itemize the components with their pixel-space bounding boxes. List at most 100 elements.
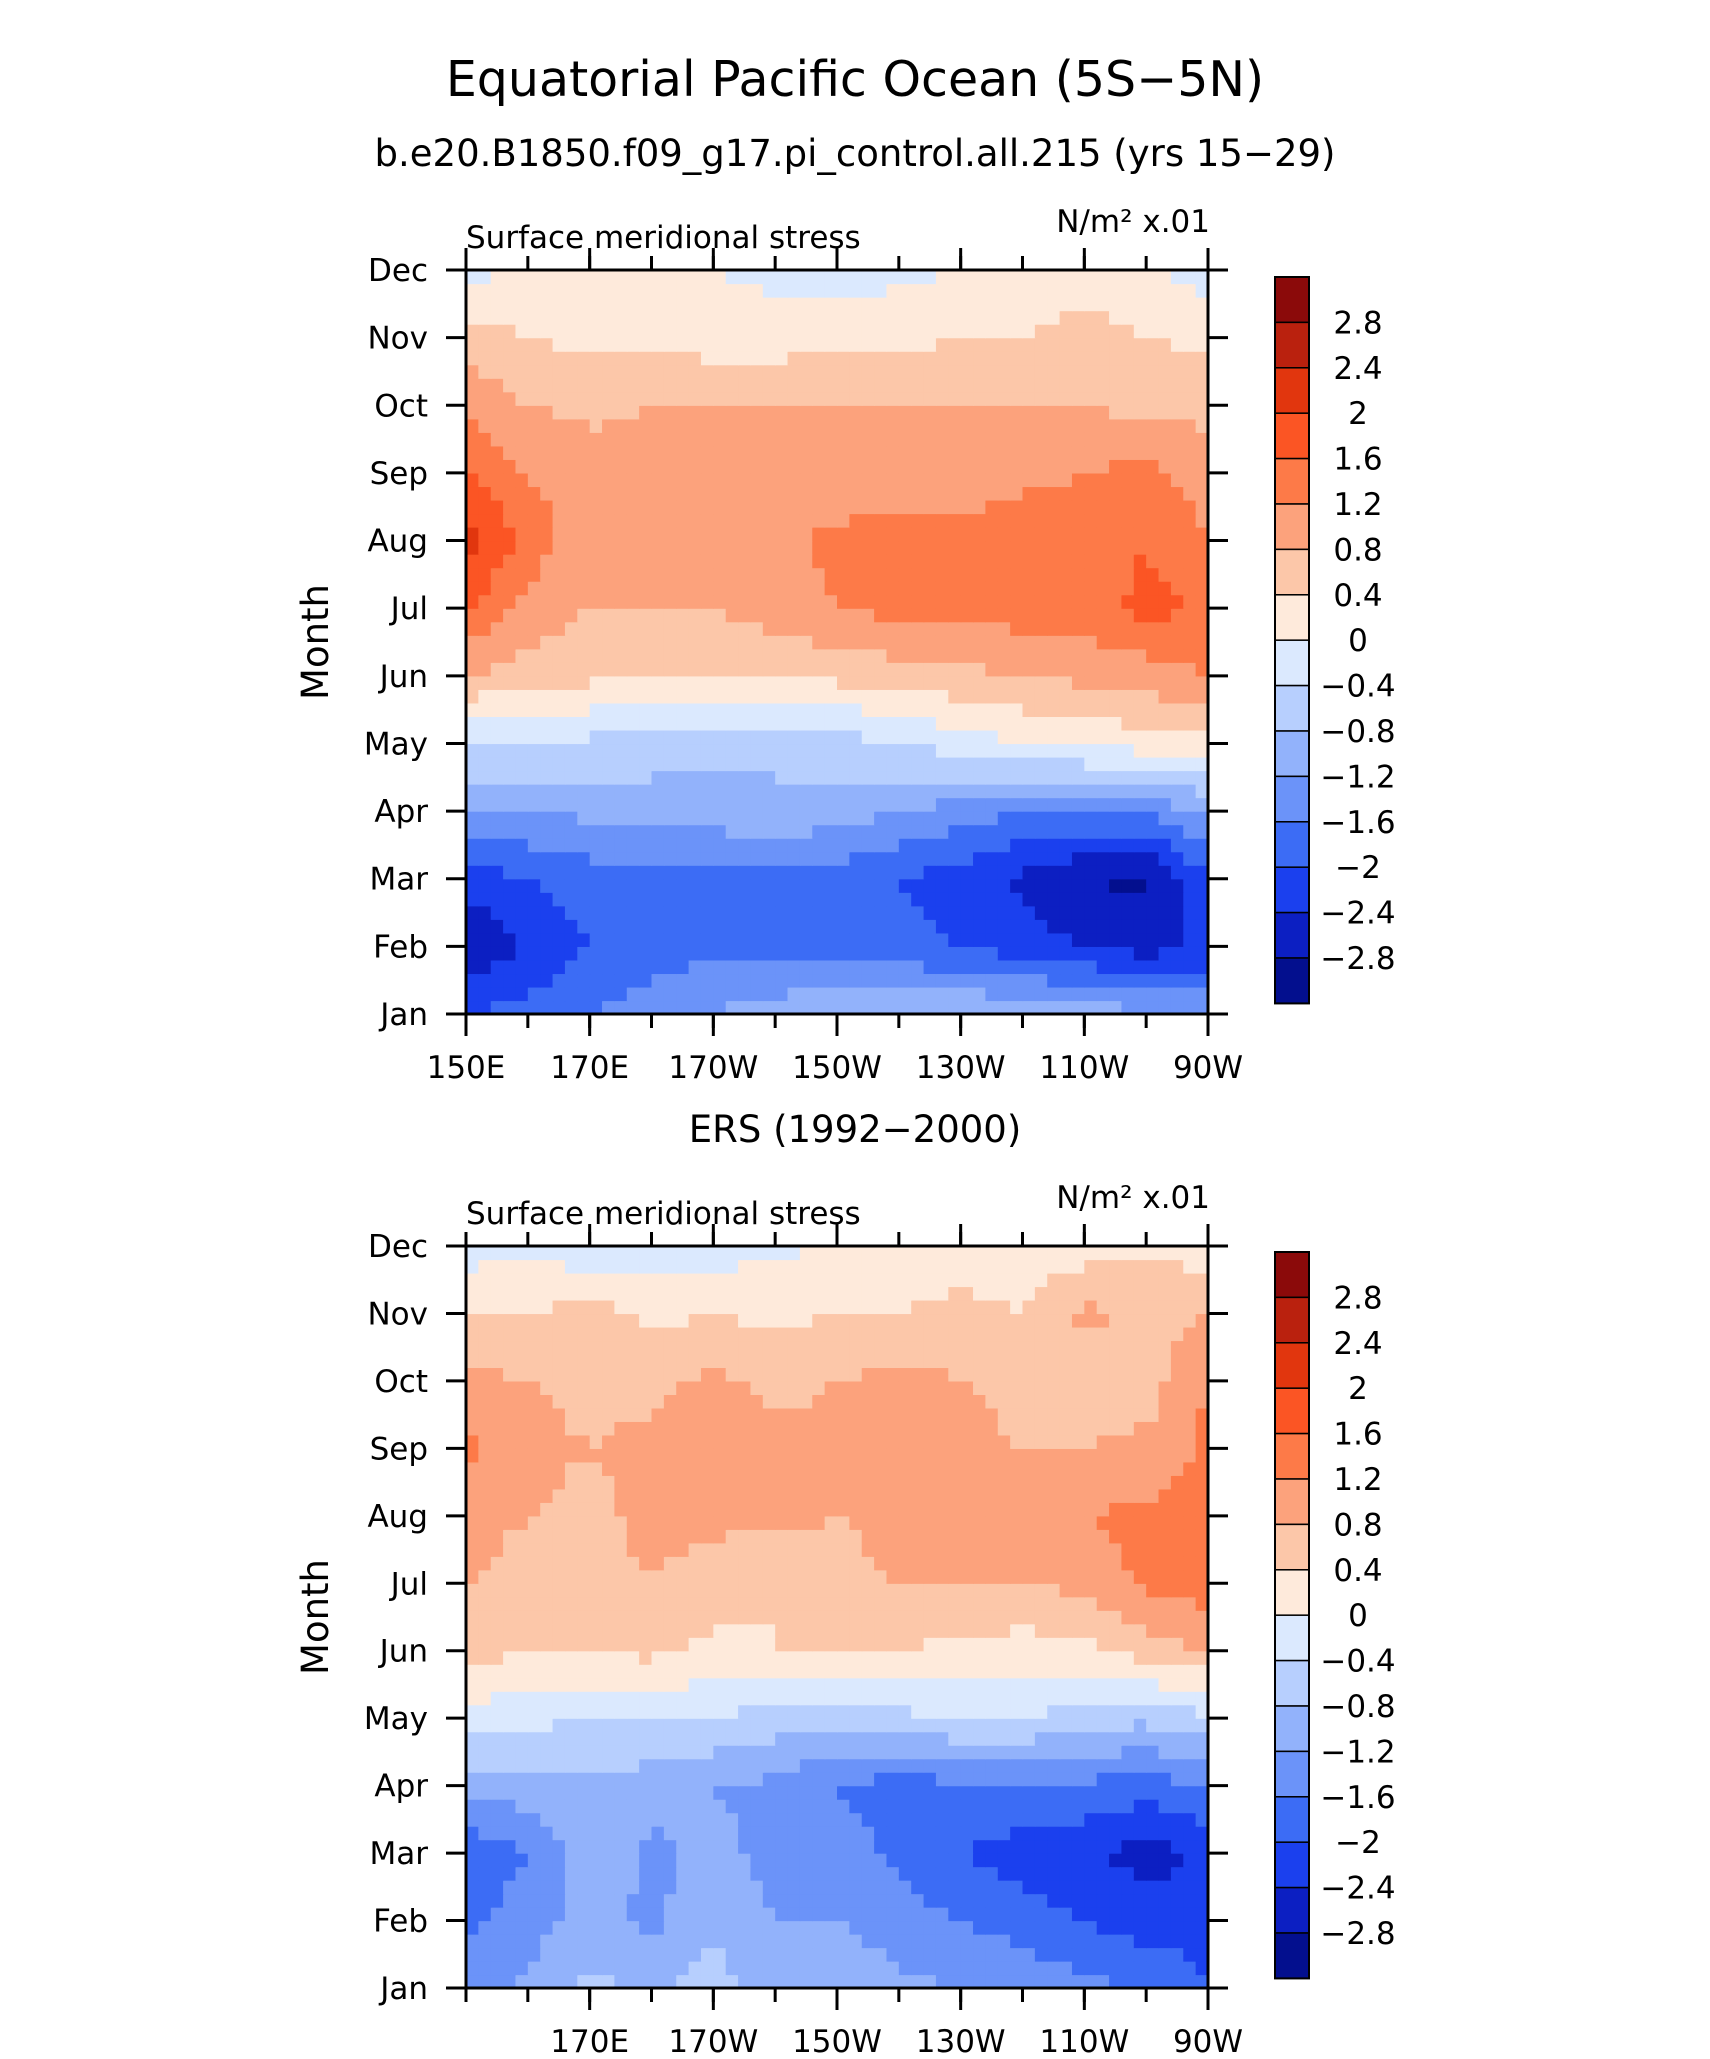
- heatmap-cell: [861, 675, 875, 690]
- heatmap-cell: [824, 851, 838, 866]
- heatmap-cell: [775, 811, 789, 826]
- heatmap-cell: [750, 418, 764, 433]
- heatmap-cell: [1183, 486, 1197, 501]
- heatmap-cell: [898, 351, 912, 366]
- heatmap-cell: [898, 784, 912, 799]
- heatmap-cell: [564, 1637, 578, 1652]
- heatmap-cell: [466, 337, 479, 352]
- heatmap-cell: [1071, 472, 1085, 488]
- heatmap-cell: [1071, 1704, 1085, 1719]
- heatmap-cell: [849, 675, 863, 690]
- heatmap-cell: [837, 1637, 850, 1652]
- heatmap-cell: [639, 1718, 653, 1733]
- heatmap-cell: [812, 513, 826, 528]
- heatmap-cell: [1059, 270, 1073, 285]
- heatmap-cell: [540, 1623, 554, 1638]
- heatmap-cell: [602, 1812, 615, 1827]
- heatmap-cell: [985, 378, 999, 393]
- heatmap-cell: [1034, 986, 1048, 1002]
- heatmap-cell: [997, 364, 1011, 379]
- heatmap-cell: [935, 824, 949, 839]
- heatmap-cell: [540, 324, 554, 339]
- heatmap-cell: [540, 1704, 554, 1719]
- heatmap-cell: [1047, 635, 1061, 650]
- heatmap-cell: [911, 1650, 925, 1665]
- heatmap-cell: [515, 1826, 529, 1841]
- heatmap-cell: [886, 1704, 900, 1719]
- heatmap-cell: [1133, 621, 1147, 636]
- heatmap-cell: [1010, 567, 1024, 582]
- heatmap-cell: [602, 1731, 615, 1746]
- heatmap-cell: [1010, 1785, 1024, 1800]
- heatmap-cell: [490, 1934, 504, 1949]
- heatmap-cell: [527, 594, 541, 609]
- heatmap-cell: [997, 919, 1011, 934]
- heatmap-cell: [1096, 1907, 1110, 1922]
- heatmap-cell: [527, 811, 541, 826]
- heatmap-cell: [837, 1880, 850, 1895]
- heatmap-cell: [688, 892, 702, 907]
- heatmap-cell: [775, 838, 789, 853]
- heatmap-cell: [1183, 581, 1197, 596]
- heatmap-cell: [762, 472, 776, 488]
- heatmap-cell: [874, 1839, 888, 1854]
- heatmap-cell: [775, 1000, 789, 1015]
- heatmap-cell: [577, 770, 591, 785]
- heatmap-cell: [651, 1826, 665, 1841]
- heatmap-cell: [1183, 702, 1197, 717]
- heatmap-cell: [1059, 1704, 1073, 1719]
- heatmap-cell: [1133, 283, 1147, 298]
- heatmap-cell: [935, 756, 949, 772]
- heatmap-cell: [923, 472, 937, 488]
- heatmap-cell: [700, 351, 714, 366]
- heatmap-cell: [651, 1785, 665, 1800]
- heatmap-cell: [1071, 702, 1085, 717]
- heatmap-cell: [849, 364, 863, 379]
- heatmap-cell: [725, 1812, 739, 1827]
- heatmap-cell: [564, 1839, 578, 1854]
- heatmap-cell: [1059, 1961, 1073, 1976]
- heatmap-cell: [861, 1745, 875, 1760]
- heatmap-cell: [626, 1718, 640, 1733]
- heatmap-cell: [1010, 1961, 1024, 1976]
- heatmap-cell: [1096, 1758, 1110, 1773]
- heatmap-cell: [849, 432, 863, 447]
- heatmap-cell: [973, 770, 986, 785]
- heatmap-cell: [861, 784, 875, 799]
- heatmap-cell: [478, 784, 492, 799]
- heatmap-cell: [985, 1758, 999, 1773]
- heatmap-cell: [923, 770, 937, 785]
- heatmap-cell: [1022, 770, 1036, 785]
- heatmap-cell: [663, 946, 677, 961]
- heatmap-cell: [602, 486, 615, 501]
- heatmap-cell: [812, 797, 826, 812]
- heatmap-cell: [799, 784, 813, 799]
- heatmap-cell: [663, 959, 677, 975]
- heatmap-cell: [935, 567, 949, 582]
- heatmap-cell: [602, 811, 615, 826]
- heatmap-cell: [564, 770, 578, 785]
- heatmap-cell: [639, 1961, 653, 1976]
- heatmap-cell: [824, 1718, 838, 1733]
- heatmap-cell: [1170, 297, 1184, 312]
- heatmap-cell: [1071, 310, 1085, 325]
- heatmap-cell: [898, 554, 912, 569]
- heatmap-cell: [985, 784, 999, 799]
- heatmap-cell: [898, 283, 912, 298]
- heatmap-cell: [787, 946, 801, 961]
- heatmap-cell: [775, 1812, 789, 1827]
- heatmap-cell: [639, 1000, 653, 1015]
- heatmap-cell: [1133, 1974, 1147, 1989]
- heatmap-cell: [700, 527, 714, 542]
- heatmap-cell: [1109, 1880, 1123, 1895]
- heatmap-cell: [837, 1772, 850, 1787]
- heatmap-cell: [663, 418, 677, 433]
- heatmap-cell: [762, 283, 776, 298]
- heatmap-cell: [577, 527, 591, 542]
- heatmap-cell: [540, 689, 554, 704]
- heatmap-cell: [948, 838, 962, 853]
- heatmap-cell: [466, 1677, 479, 1692]
- heatmap-cell: [1195, 729, 1209, 745]
- heatmap-cell: [824, 608, 838, 623]
- heatmap-cell: [478, 1947, 492, 1962]
